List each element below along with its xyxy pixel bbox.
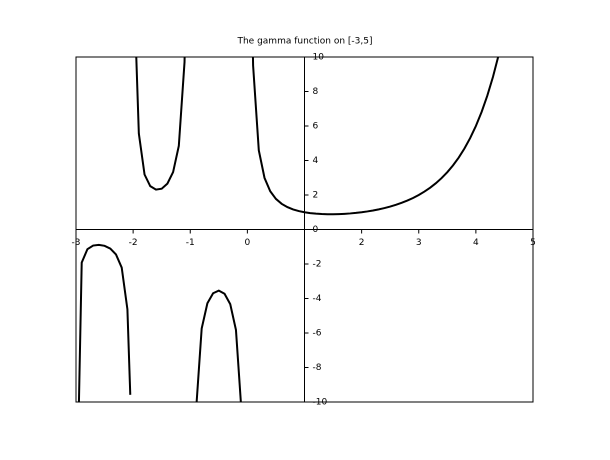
x-tick-label: 3 — [416, 238, 422, 248]
y-tick-label: 4 — [313, 156, 319, 166]
chart-title: The gamma function on [-3,5] — [236, 37, 372, 47]
y-tick-label: -10 — [313, 398, 328, 408]
y-tick-label: 8 — [313, 87, 319, 97]
x-tick-label: 4 — [473, 238, 479, 248]
x-tick-label: -3 — [72, 238, 81, 248]
y-tick-label: 2 — [313, 191, 319, 201]
y-tick-label: -8 — [313, 363, 322, 373]
x-tick-label: -1 — [186, 238, 195, 248]
y-tick-label: -2 — [313, 260, 322, 270]
x-tick-label: 5 — [530, 238, 536, 248]
y-tick-label: 0 — [313, 225, 319, 235]
x-tick-label: 2 — [359, 238, 365, 248]
x-tick-label: 0 — [245, 238, 251, 248]
y-tick-label: -6 — [313, 329, 322, 339]
x-tick-label: -2 — [129, 238, 138, 248]
y-tick-label: -4 — [313, 294, 322, 304]
y-tick-label: 10 — [313, 53, 325, 63]
gamma-line — [77, 57, 500, 402]
y-tick-label: 6 — [313, 122, 319, 132]
